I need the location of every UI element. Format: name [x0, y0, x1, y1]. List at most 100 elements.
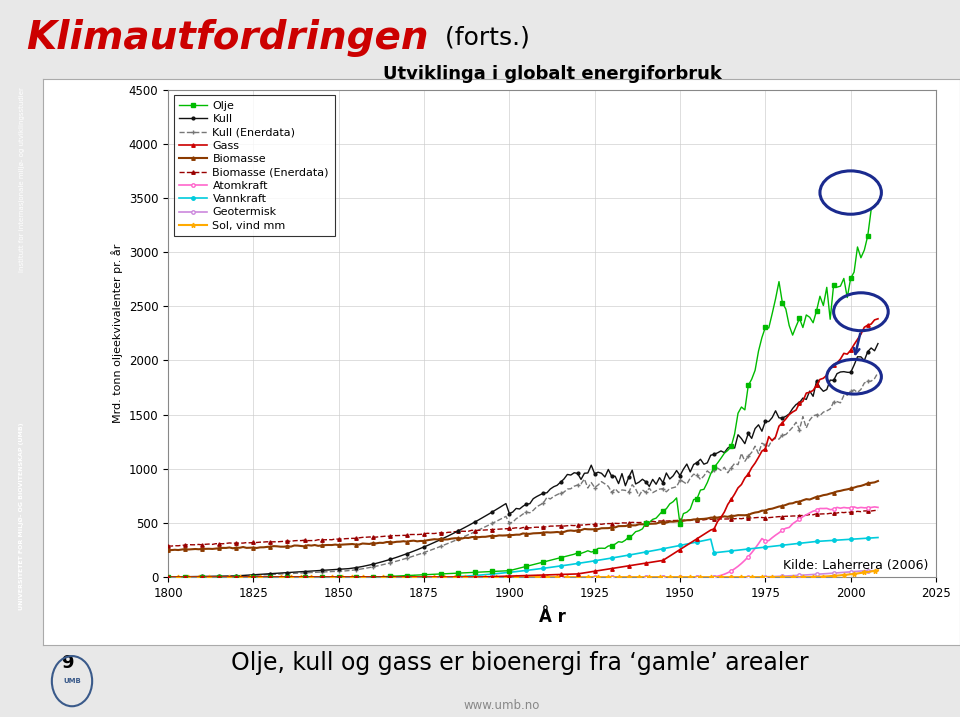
Text: Klimautfordringen: Klimautfordringen	[26, 19, 428, 57]
Olje	[182, 573, 194, 581]
Line: Sol, vind mm: Sol, vind mm	[165, 568, 880, 579]
Kull (Enerdata)	[667, 483, 679, 492]
Geotermisk	[667, 573, 679, 581]
Kull	[182, 572, 194, 581]
Olje	[415, 571, 426, 579]
Geotermisk	[312, 573, 324, 581]
Sol, vind mm	[650, 573, 661, 581]
Sol, vind mm	[667, 573, 679, 581]
Biomasse (Enerdata)	[186, 541, 198, 549]
Line: Olje: Olje	[166, 202, 879, 579]
Gass	[312, 573, 324, 581]
Sol, vind mm	[415, 573, 426, 581]
Atomkraft	[869, 503, 880, 511]
Sol, vind mm	[182, 573, 194, 581]
Vannkraft	[162, 573, 174, 581]
Line: Atomkraft: Atomkraft	[166, 505, 879, 579]
Y-axis label: Mrd. tonn oljeekvivalenter pr. år: Mrd. tonn oljeekvivalenter pr. år	[111, 244, 123, 423]
Biomasse	[182, 545, 194, 554]
Kull (Enerdata)	[162, 573, 174, 581]
Geotermisk	[162, 573, 174, 581]
Text: (forts.): (forts.)	[438, 26, 530, 49]
Atomkraft	[873, 503, 884, 512]
Text: 9: 9	[61, 654, 74, 672]
Title: Utviklinga i globalt energiforbruk: Utviklinga i globalt energiforbruk	[383, 65, 721, 82]
Kull	[739, 440, 751, 448]
Biomasse	[162, 546, 174, 554]
Geotermisk	[862, 566, 874, 575]
Olje	[667, 498, 679, 506]
Biomasse	[650, 519, 661, 528]
Biomasse	[739, 511, 751, 520]
Line: Geotermisk: Geotermisk	[166, 569, 879, 579]
Geotermisk	[873, 566, 884, 575]
Gass	[415, 573, 426, 581]
Olje	[162, 573, 174, 581]
Atomkraft	[650, 573, 661, 581]
Text: UMB: UMB	[63, 678, 81, 684]
Atomkraft	[667, 573, 679, 581]
Kull (Enerdata)	[415, 549, 426, 558]
Sol, vind mm	[162, 573, 174, 581]
Biomasse (Enerdata)	[316, 536, 327, 544]
Kull (Enerdata)	[650, 487, 661, 495]
Biomasse	[873, 477, 884, 485]
Kull	[667, 472, 679, 480]
Vannkraft	[650, 546, 661, 554]
Line: Vannkraft: Vannkraft	[166, 536, 879, 579]
Biomasse (Enerdata)	[166, 542, 178, 551]
Text: Olje, kull og gass er bioenergi fra ‘gamle’ arealer: Olje, kull og gass er bioenergi fra ‘gam…	[231, 651, 808, 675]
Text: www.umb.no: www.umb.no	[464, 699, 540, 712]
Gass	[739, 474, 751, 483]
Gass	[182, 573, 194, 581]
Vannkraft	[182, 573, 194, 581]
Geotermisk	[650, 573, 661, 581]
Vannkraft	[667, 543, 679, 551]
Geotermisk	[182, 573, 194, 581]
Kull (Enerdata)	[312, 568, 324, 576]
Geotermisk	[415, 573, 426, 581]
Vannkraft	[873, 533, 884, 542]
Vannkraft	[739, 545, 751, 554]
Line: Gass: Gass	[166, 317, 879, 579]
Geotermisk	[739, 573, 751, 581]
Kull	[312, 566, 324, 575]
Text: Institutt for internasjonale miljø- og utviklingsstudier: Institutt for internasjonale miljø- og u…	[18, 87, 25, 272]
Atomkraft	[415, 573, 426, 581]
Kull	[873, 339, 884, 348]
Line: Biomasse: Biomasse	[166, 479, 879, 552]
Line: Biomasse (Enerdata): Biomasse (Enerdata)	[166, 508, 879, 548]
Gass	[650, 557, 661, 566]
Legend: Olje, Kull, Kull (Enerdata), Gass, Biomasse, Biomasse (Enerdata), Atomkraft, Van: Olje, Kull, Kull (Enerdata), Gass, Bioma…	[174, 95, 334, 237]
Atomkraft	[182, 573, 194, 581]
Biomasse	[312, 541, 324, 550]
Biomasse	[667, 518, 679, 526]
Text: Kilde: Laherrera (2006): Kilde: Laherrera (2006)	[783, 559, 928, 572]
Olje	[739, 406, 751, 414]
Gass	[873, 315, 884, 323]
Vannkraft	[415, 573, 426, 581]
Biomasse (Enerdata)	[742, 514, 754, 523]
Line: Kull (Enerdata): Kull (Enerdata)	[166, 371, 880, 579]
Kull	[162, 573, 174, 581]
Biomasse (Enerdata)	[419, 530, 430, 538]
Olje	[873, 199, 884, 208]
Kull (Enerdata)	[873, 369, 884, 377]
Sol, vind mm	[312, 573, 324, 581]
Gass	[667, 550, 679, 559]
Biomasse (Enerdata)	[162, 541, 174, 550]
Kull	[415, 544, 426, 553]
Olje	[650, 514, 661, 523]
Kull (Enerdata)	[739, 457, 751, 465]
Sol, vind mm	[739, 573, 751, 581]
Sol, vind mm	[873, 566, 884, 574]
Olje	[312, 573, 324, 581]
Atomkraft	[162, 573, 174, 581]
Biomasse (Enerdata)	[654, 517, 665, 526]
Biomasse (Enerdata)	[873, 506, 884, 515]
Vannkraft	[312, 573, 324, 581]
Biomasse	[415, 536, 426, 545]
Gass	[162, 573, 174, 581]
Biomasse (Enerdata)	[671, 516, 683, 525]
Atomkraft	[312, 573, 324, 581]
